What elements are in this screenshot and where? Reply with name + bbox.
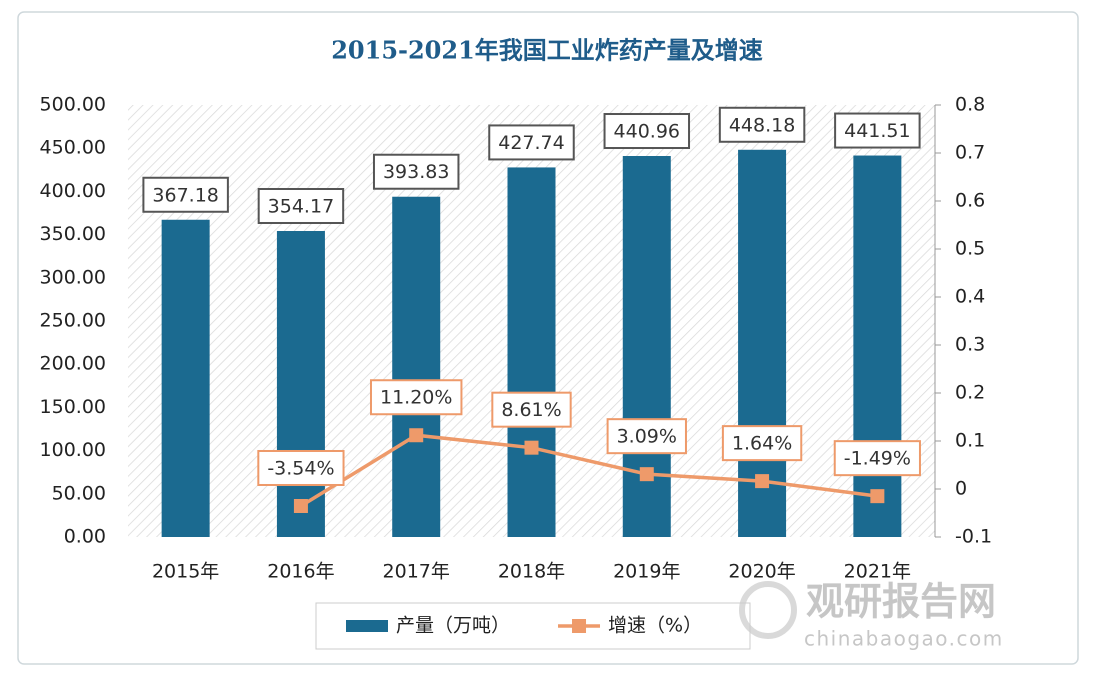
line-value-label: 1.64% — [732, 433, 792, 455]
line-value-label-box — [606, 418, 687, 455]
line-value-label-box — [257, 449, 345, 486]
line-marker — [293, 498, 308, 513]
bar-value-label-box — [834, 112, 921, 149]
bar-value-label: 393.83 — [383, 161, 449, 183]
line-value-label-box — [491, 391, 572, 428]
line-value-label: -1.49% — [844, 448, 911, 470]
bar-value-label-box — [372, 153, 460, 190]
y2-tick-label: 0.6 — [955, 190, 985, 212]
x-tick-label: 2018年 — [498, 561, 565, 583]
bar-value-label: 367.18 — [152, 184, 218, 206]
line-marker — [409, 428, 424, 443]
y2-tick-label: -0.1 — [955, 526, 992, 548]
bar-value-label-box — [142, 176, 229, 213]
legend-swatch — [572, 619, 587, 633]
bar — [276, 230, 325, 537]
y2-tick-label: 0.3 — [955, 334, 985, 356]
bar-value-label: 427.74 — [498, 132, 564, 154]
line-value-label-box — [833, 440, 921, 477]
line-value-label: -3.54% — [267, 457, 334, 479]
y-tick-label: 250.00 — [40, 310, 106, 332]
y2-tick-label: 0.2 — [955, 382, 985, 404]
line-value-label: 11.20% — [380, 387, 452, 409]
line-value-label: 8.61% — [501, 399, 561, 421]
line-marker — [524, 440, 539, 455]
legend-swatch — [346, 620, 388, 632]
watermark-text: 观研报告网 — [806, 580, 996, 624]
y-tick-label: 150.00 — [40, 396, 106, 418]
bar — [161, 219, 210, 538]
watermark-logo — [739, 581, 797, 639]
y-tick-label: 400.00 — [40, 180, 106, 202]
line-value-label: 3.09% — [617, 426, 677, 448]
x-tick-label: 2020年 — [728, 561, 795, 583]
x-tick-label: 2017年 — [383, 561, 450, 583]
y2-tick-label: 0 — [955, 478, 967, 500]
y-tick-label: 500.00 — [40, 94, 106, 116]
line-value-label-box — [721, 425, 803, 462]
bar — [738, 149, 787, 538]
legend-box — [315, 602, 751, 650]
line-marker — [639, 467, 654, 482]
y2-tick-label: 0.8 — [955, 94, 985, 116]
bar-value-label-box — [718, 106, 806, 143]
legend-label: 增速（%） — [608, 615, 702, 637]
bar — [507, 167, 556, 538]
legend-label: 产量（万吨） — [396, 615, 510, 637]
y-tick-label: 100.00 — [40, 439, 106, 461]
y-tick-label: 200.00 — [40, 353, 106, 375]
bar-value-label-box — [603, 113, 691, 150]
bar-value-label-box — [257, 187, 345, 224]
y-tick-label: 450.00 — [40, 137, 106, 159]
bar-value-label: 440.96 — [614, 121, 680, 143]
y-tick-label: 0.00 — [64, 526, 106, 548]
y-tick-label: 50.00 — [52, 482, 106, 504]
bar — [392, 196, 441, 537]
y-tick-label: 350.00 — [40, 223, 106, 245]
watermark-url: chinabaogao.com — [804, 627, 1004, 651]
x-tick-label: 2019年 — [613, 561, 680, 583]
y2-tick-label: 0.7 — [955, 142, 985, 164]
y2-tick-label: 0.4 — [955, 286, 985, 308]
y-tick-label: 300.00 — [40, 266, 106, 288]
x-tick-label: 2015年 — [152, 561, 219, 583]
y2-tick-label: 0.5 — [955, 238, 985, 260]
chart-title: 2015-2021年我国工业炸药产量及增速 — [331, 36, 763, 65]
line-marker — [870, 489, 885, 504]
bar-value-label-box — [488, 124, 575, 161]
bar — [853, 155, 902, 538]
y2-tick-label: 0.1 — [955, 430, 985, 452]
bar-value-label: 448.18 — [729, 114, 795, 136]
line-value-label-box — [369, 379, 463, 416]
x-tick-label: 2021年 — [844, 561, 911, 583]
watermark: 观研报告网 chinabaogao.com — [739, 580, 1004, 651]
line — [300, 433, 878, 508]
bar-value-label: 441.51 — [844, 120, 910, 142]
bar-value-label: 354.17 — [268, 195, 334, 217]
x-tick-label: 2016年 — [267, 561, 334, 583]
line-marker — [755, 474, 770, 489]
